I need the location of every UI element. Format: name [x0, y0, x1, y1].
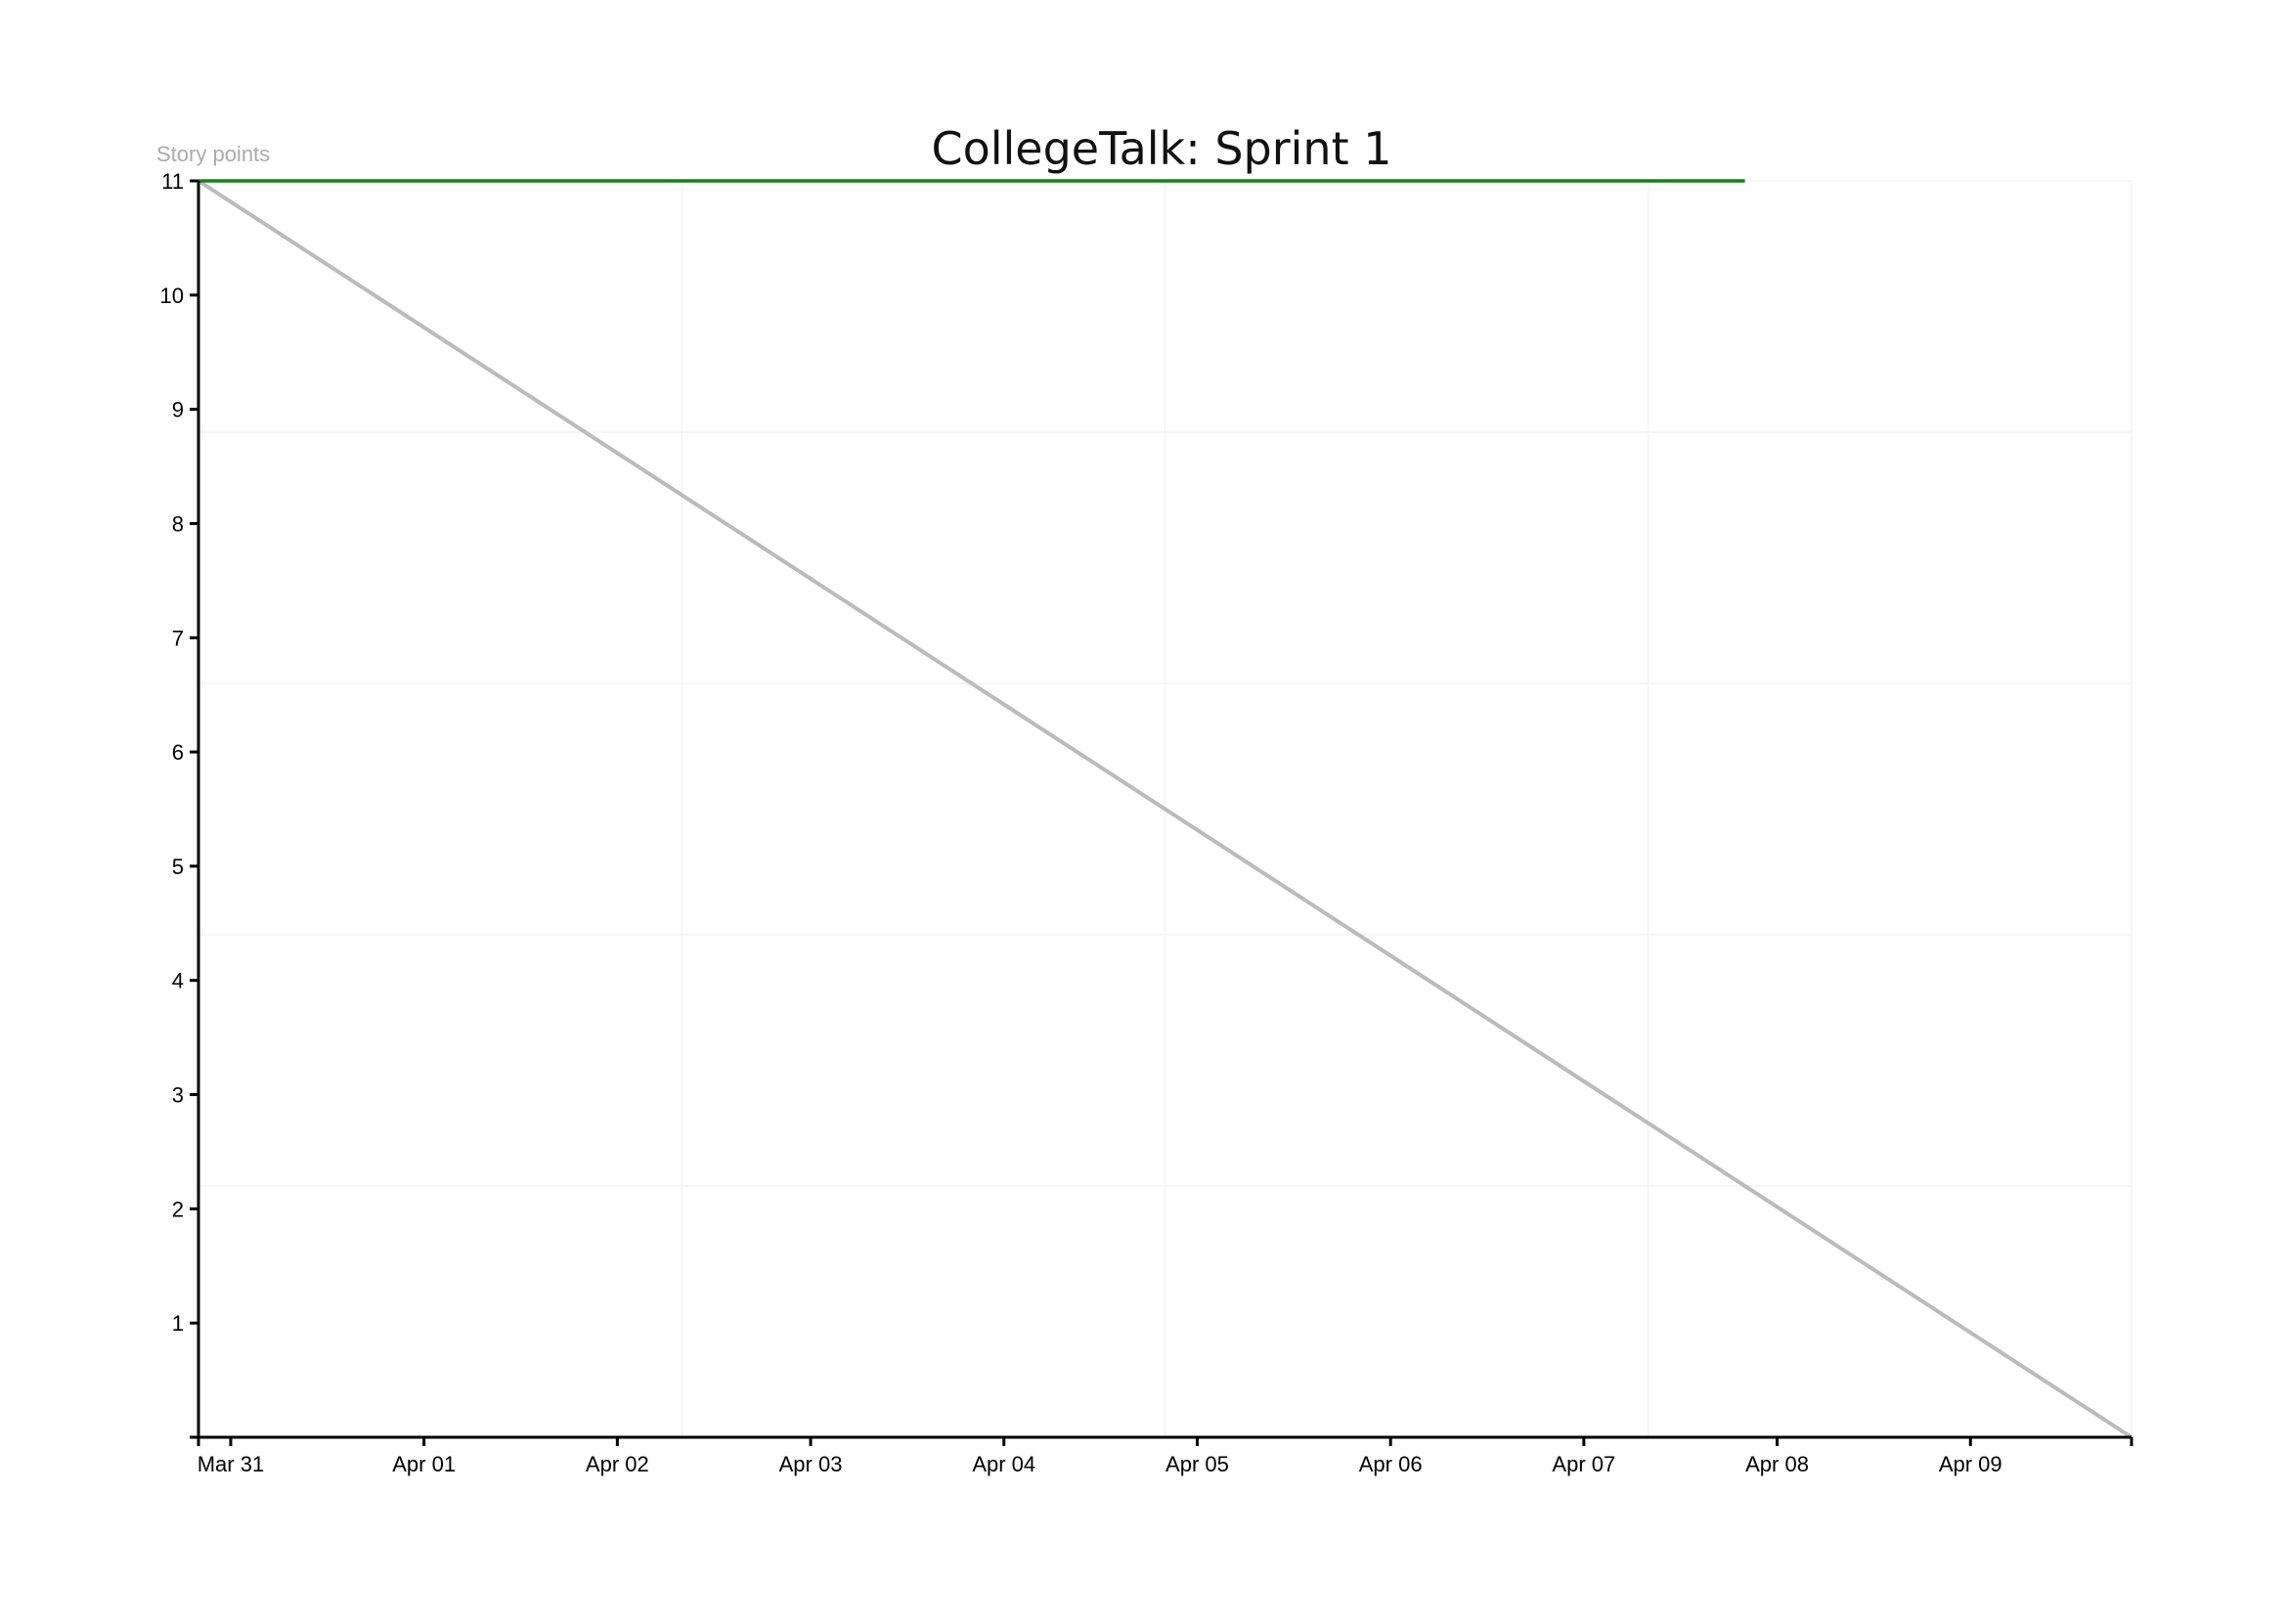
y-tick-label: 1 — [172, 1311, 184, 1336]
y-tick-label: 2 — [172, 1197, 184, 1221]
x-tick-label: Apr 04 — [972, 1452, 1035, 1476]
x-tick-label: Apr 08 — [1745, 1452, 1809, 1476]
x-tick-label: Apr 03 — [779, 1452, 843, 1476]
x-tick-label: Mar 31 — [198, 1452, 264, 1476]
y-ticks: 1 2 3 4 5 6 7 8 9 10 11 — [160, 169, 198, 1439]
series-line-ideal — [197, 179, 2133, 1439]
y-tick-label: 10 — [160, 284, 184, 308]
y-tick-label: 7 — [172, 626, 184, 650]
series-layer — [197, 179, 2133, 1439]
x-tick-label: Apr 09 — [1939, 1452, 2002, 1476]
x-ticks: Mar 31 Apr 01 Apr 02 Apr 03 Apr 04 Apr 05 Apr … — [197, 1437, 2133, 1476]
y-tick-label: 8 — [172, 511, 184, 536]
x-tick-label: Apr 05 — [1165, 1452, 1229, 1476]
x-tick-label: Apr 06 — [1359, 1452, 1423, 1476]
y-tick-label: 5 — [172, 855, 184, 879]
axes — [197, 181, 2132, 1439]
y-tick-label: 3 — [172, 1083, 184, 1108]
y-axis-label: Story points — [156, 142, 270, 166]
y-tick-label: 4 — [172, 969, 184, 993]
x-tick-label: Apr 01 — [392, 1452, 456, 1476]
chart-title: CollegeTalk: Sprint 1 — [931, 122, 1391, 175]
y-tick-label: 6 — [172, 740, 184, 765]
y-tick-label: 9 — [172, 398, 184, 422]
x-tick-label: Apr 02 — [586, 1452, 649, 1476]
x-tick-label: Apr 07 — [1552, 1452, 1615, 1476]
y-tick-label: 11 — [161, 169, 184, 194]
